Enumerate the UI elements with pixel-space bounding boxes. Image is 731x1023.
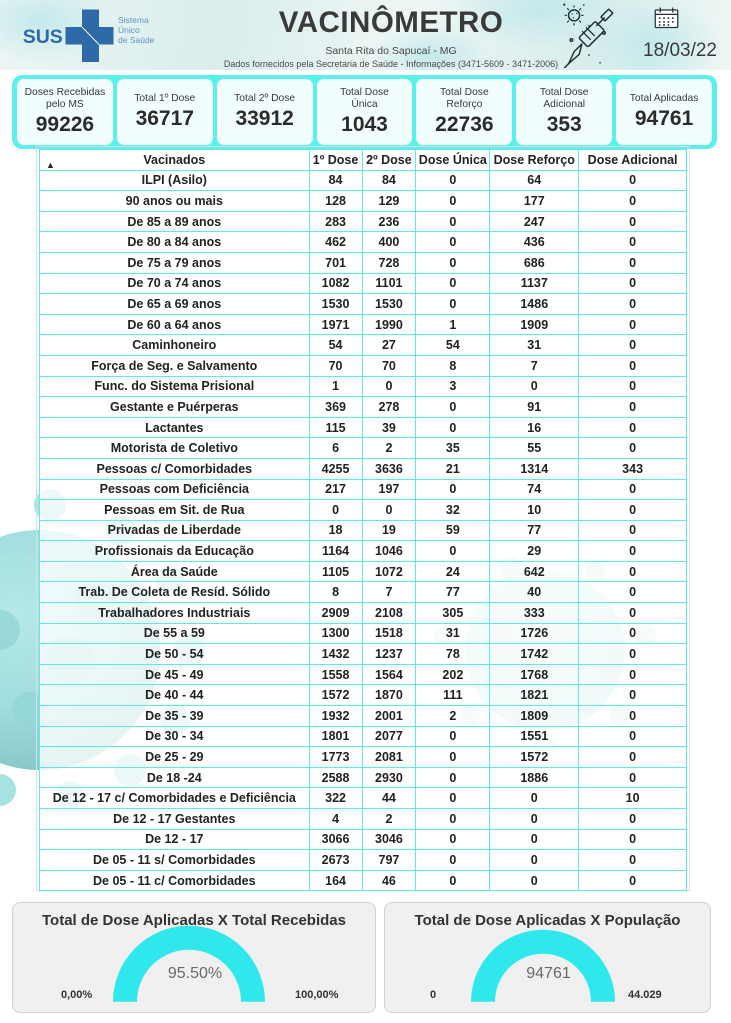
svg-text:Único: Único [118,25,140,35]
svg-text:de Saúde: de Saúde [118,35,155,45]
svg-text:SUS: SUS [23,26,63,48]
svg-text:Sistema: Sistema [118,15,149,25]
